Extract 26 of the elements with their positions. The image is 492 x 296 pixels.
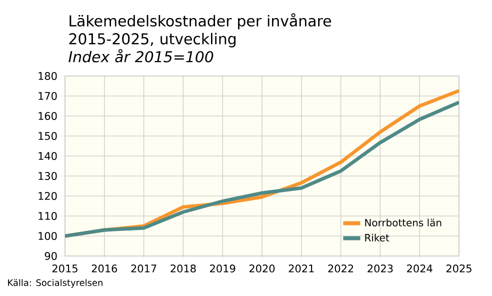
x-tick-label: 2020 <box>249 264 275 272</box>
chart-title: Läkemedelskostnader per invånare 2015-2025, utveckling <box>69 13 331 48</box>
x-tick-label: 2019 <box>210 264 236 272</box>
x-tick-label: 2015 <box>52 264 78 272</box>
chart-subtitle: Index år 2015=100 <box>68 49 214 62</box>
y-tick-label: 140 <box>38 152 57 160</box>
x-tick-label: 2016 <box>92 264 118 272</box>
x-tick-label: 2023 <box>368 264 393 272</box>
y-tick-label: 100 <box>38 232 57 240</box>
y-tick-label: 150 <box>38 132 57 140</box>
x-tick-label: 2021 <box>288 264 314 272</box>
y-tick-label: 120 <box>38 192 57 200</box>
x-tick-label: 2017 <box>131 264 156 272</box>
y-tick-label: 110 <box>38 212 57 220</box>
x-tick-label: 2025 <box>446 264 472 272</box>
y-tick-label: 90 <box>44 252 57 260</box>
y-tick-label: 170 <box>38 92 57 100</box>
x-tick-label: 2018 <box>170 264 196 272</box>
x-tick-label: 2024 <box>407 264 432 272</box>
text: Källa: Socialstyrelsen <box>8 279 102 288</box>
legend-label: Riket <box>365 234 390 242</box>
x-tick-label: 2022 <box>328 264 354 272</box>
y-tick-label: 180 <box>38 72 57 80</box>
legend-label: Norrbottens län <box>365 218 442 226</box>
y-tick-label: 160 <box>38 112 57 120</box>
y-tick-label: 130 <box>38 172 57 180</box>
